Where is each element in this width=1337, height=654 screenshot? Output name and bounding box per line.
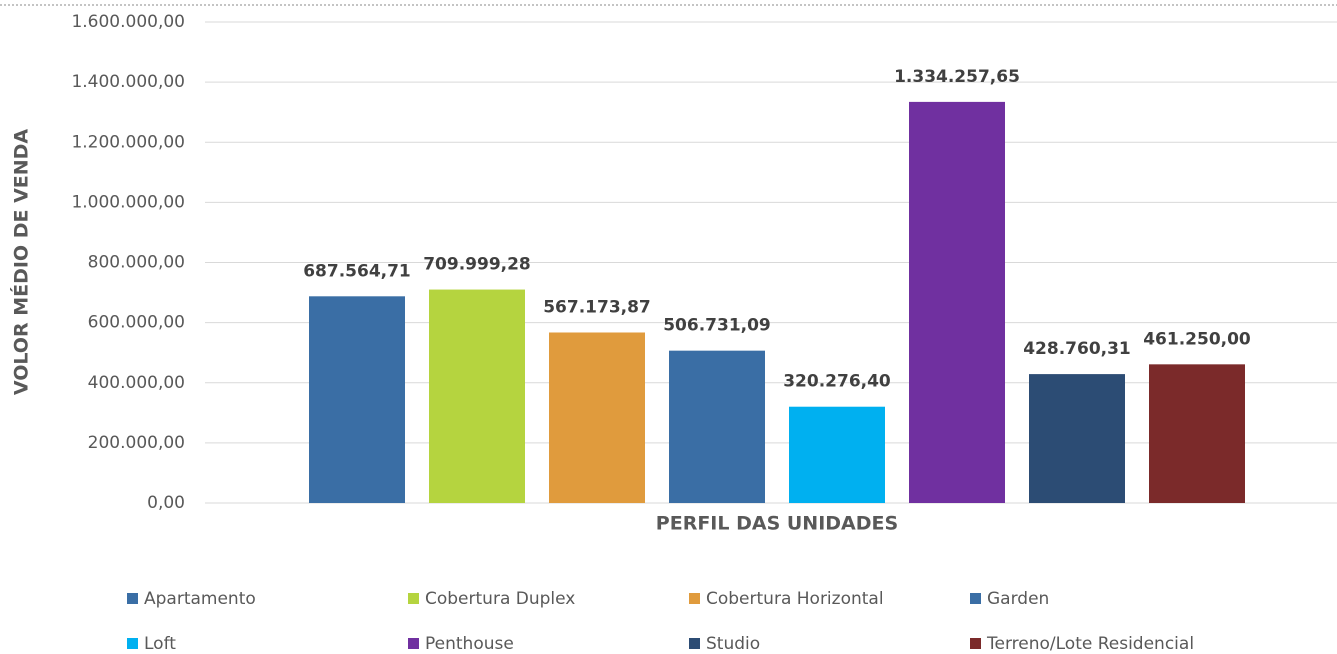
legend-swatch [408, 593, 419, 604]
bar [429, 289, 525, 503]
value-label: 567.173,87 [543, 297, 651, 317]
bar [789, 406, 885, 503]
legend-swatch [970, 638, 981, 649]
legend-label: Terreno/Lote Residencial [986, 634, 1194, 654]
legend-swatch [127, 638, 138, 649]
value-label: 320.276,40 [783, 372, 891, 392]
bar [1029, 374, 1125, 503]
bar [669, 350, 765, 503]
legend-label: Cobertura Horizontal [706, 589, 884, 609]
bar [1149, 364, 1245, 503]
legend-swatch [408, 638, 419, 649]
legend-label: Garden [987, 589, 1049, 609]
value-label: 709.999,28 [423, 255, 531, 275]
y-tick-label: 200.000,00 [88, 433, 185, 453]
legend-swatch [127, 593, 138, 604]
value-label: 687.564,71 [303, 261, 411, 281]
value-label: 506.731,09 [663, 316, 771, 336]
legend-label: Studio [706, 634, 760, 654]
bar [309, 296, 405, 503]
bar [909, 101, 1005, 503]
legend-label: Apartamento [144, 589, 256, 609]
y-tick-label: 1.600.000,00 [71, 12, 185, 32]
legend-swatch [970, 593, 981, 604]
y-tick-label: 1.200.000,00 [71, 132, 185, 152]
legend-label: Loft [144, 634, 176, 654]
y-axis-label: VOLOR MÉDIO DE VENDA [10, 129, 33, 396]
legend-swatch [689, 638, 700, 649]
x-axis-label: PERFIL DAS UNIDADES [656, 513, 898, 535]
legend-label: Cobertura Duplex [425, 589, 575, 609]
value-label: 428.760,31 [1023, 339, 1131, 359]
legend-swatch [689, 593, 700, 604]
y-tick-label: 1.400.000,00 [71, 72, 185, 92]
y-tick-label: 800.000,00 [88, 253, 185, 273]
legend-label: Penthouse [425, 634, 514, 654]
y-tick-label: 0,00 [147, 493, 185, 513]
y-tick-label: 600.000,00 [88, 313, 185, 333]
value-label: 1.334.257,65 [894, 67, 1020, 87]
bar [549, 332, 645, 503]
value-label: 461.250,00 [1143, 329, 1251, 349]
y-tick-label: 1.000.000,00 [71, 192, 185, 212]
y-tick-label: 400.000,00 [88, 373, 185, 393]
